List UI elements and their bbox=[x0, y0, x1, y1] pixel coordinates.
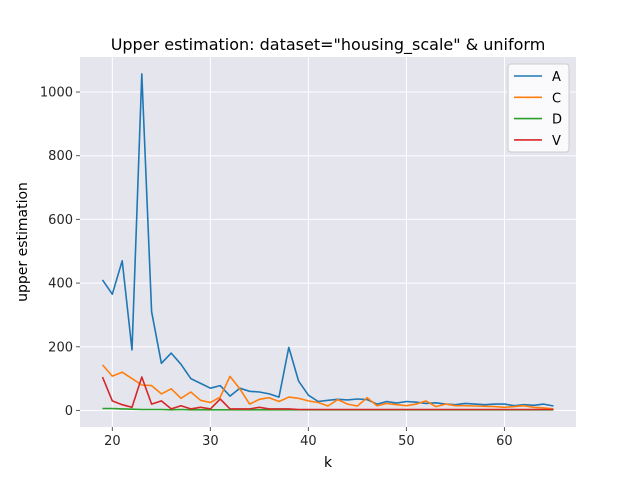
legend-box bbox=[507, 63, 570, 153]
legend-label-D: D bbox=[552, 113, 562, 128]
legend-label-C: C bbox=[552, 91, 561, 106]
series-line-A bbox=[101, 73, 554, 407]
x-tick-label: 20 bbox=[104, 434, 121, 449]
legend-label-V: V bbox=[552, 134, 561, 149]
y-axis-label: upper estimation bbox=[15, 182, 31, 302]
series-line-V bbox=[101, 376, 554, 411]
x-tick-label: 60 bbox=[496, 434, 513, 449]
series-lines bbox=[101, 73, 554, 411]
y-tick-label: 400 bbox=[48, 277, 73, 292]
x-axis-label: k bbox=[324, 455, 333, 471]
y-tick-label: 800 bbox=[48, 149, 73, 164]
plot-background bbox=[80, 57, 576, 427]
y-tick-label: 600 bbox=[48, 213, 73, 228]
legend-label-A: A bbox=[552, 70, 561, 85]
y-tick-label: 0 bbox=[65, 404, 73, 419]
y-tick-label: 1000 bbox=[40, 86, 73, 101]
chart-title: Upper estimation: dataset="housing_scale… bbox=[111, 35, 546, 55]
y-tick-label: 200 bbox=[48, 340, 73, 355]
x-tick-label: 40 bbox=[300, 434, 317, 449]
x-tick-label: 30 bbox=[202, 434, 219, 449]
x-tick-label: 50 bbox=[398, 434, 415, 449]
series-line-C bbox=[101, 364, 554, 410]
